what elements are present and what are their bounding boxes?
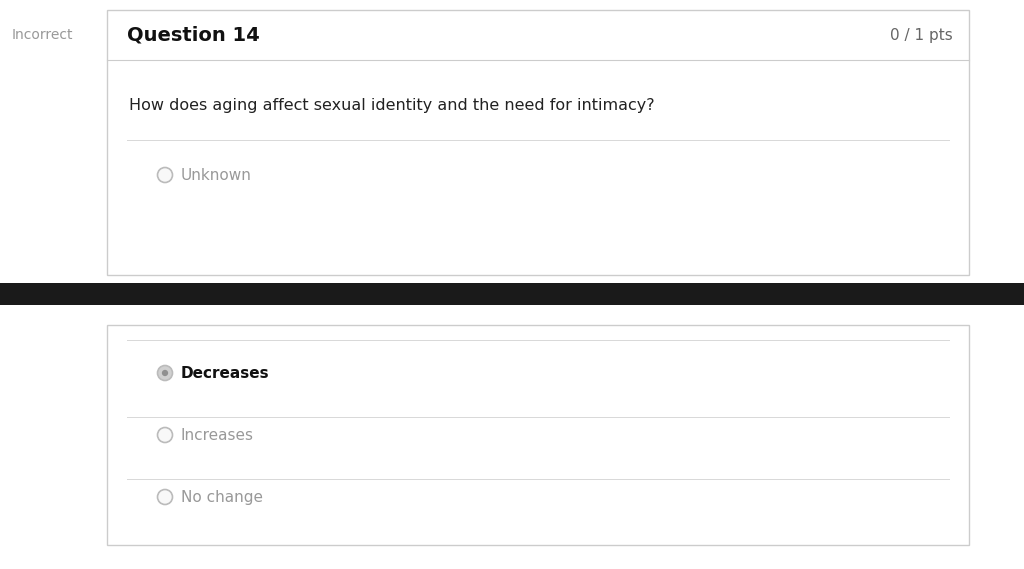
Circle shape [158,427,172,443]
Text: Incorrect: Incorrect [12,28,74,42]
Text: How does aging affect sexual identity and the need for intimacy?: How does aging affect sexual identity an… [129,97,654,113]
Text: Unknown: Unknown [181,167,252,183]
Text: No change: No change [181,489,263,505]
Text: 0 / 1 pts: 0 / 1 pts [890,27,953,43]
Text: Question 14: Question 14 [127,26,260,44]
Circle shape [162,370,168,376]
Circle shape [158,489,172,505]
Circle shape [158,365,172,381]
Text: Increases: Increases [181,427,254,443]
FancyBboxPatch shape [106,325,969,545]
Circle shape [158,167,172,183]
FancyBboxPatch shape [106,10,969,275]
FancyBboxPatch shape [0,283,1024,305]
Text: Decreases: Decreases [181,365,269,381]
